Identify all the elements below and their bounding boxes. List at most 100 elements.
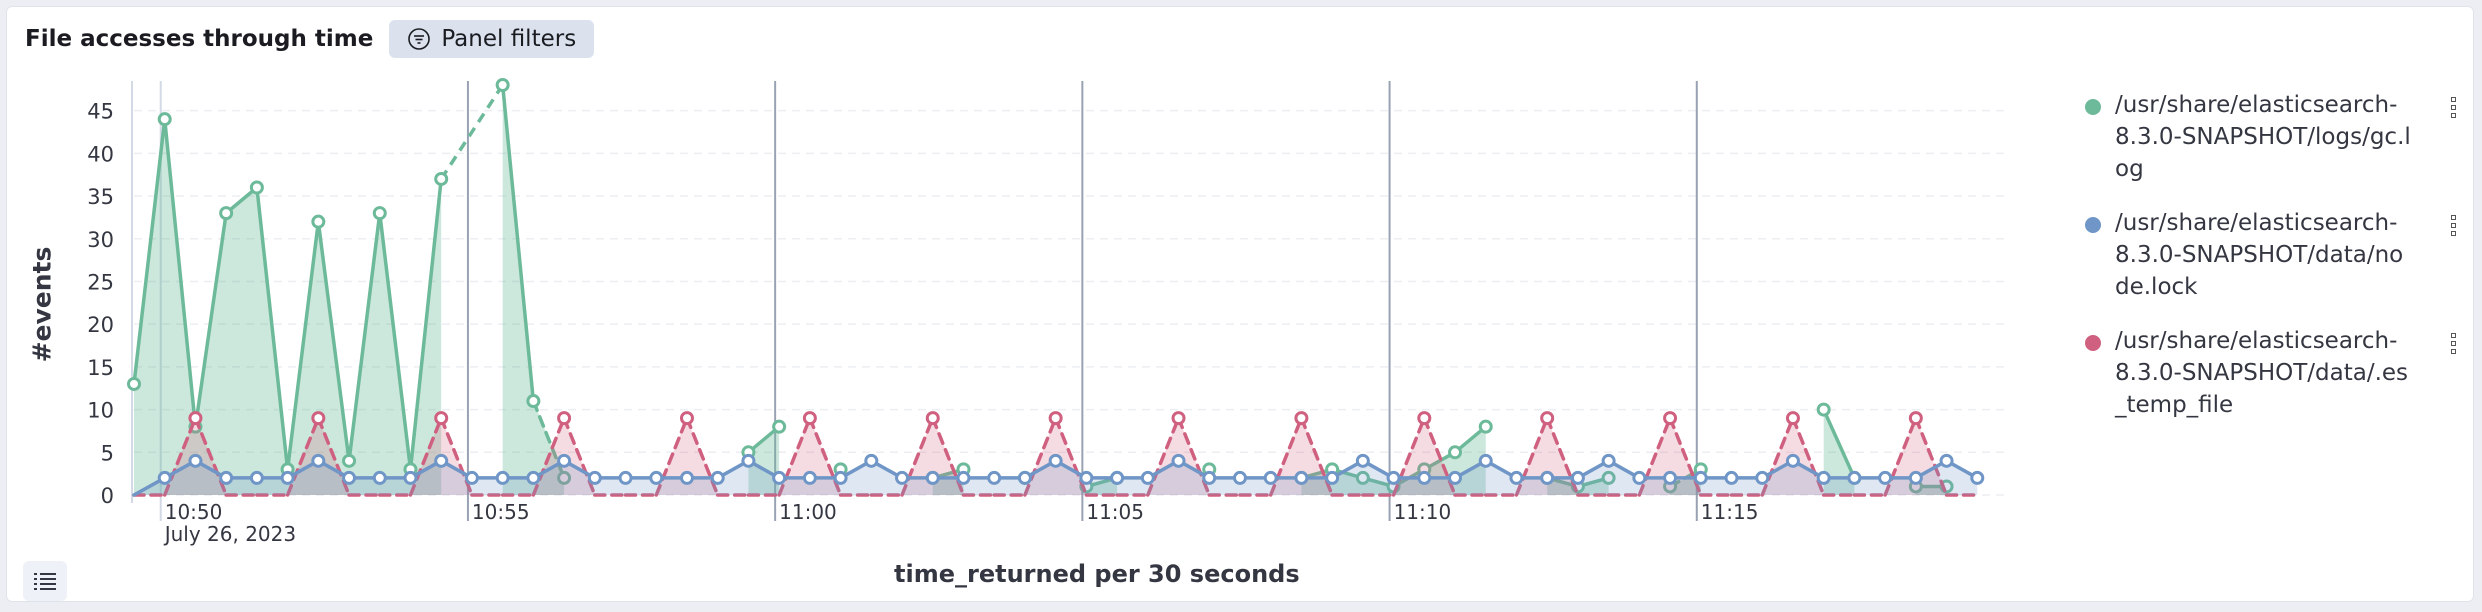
data-point <box>1232 470 1247 485</box>
y-tick-label: 30 <box>87 228 114 252</box>
y-tick-label: 40 <box>87 142 114 166</box>
chart-panel: File accesses through time Panel filters… <box>6 6 2474 602</box>
data-point <box>1448 470 1463 485</box>
legend-color-dot <box>2085 217 2101 233</box>
series-line-gap <box>439 84 505 180</box>
data-point <box>956 470 971 485</box>
legend-color-dot <box>2085 99 2101 115</box>
data-point <box>157 470 172 485</box>
data-point <box>833 470 848 485</box>
data-point <box>1478 419 1493 434</box>
data-point <box>1140 470 1155 485</box>
data-point <box>495 470 510 485</box>
data-point <box>1294 470 1309 485</box>
data-point <box>434 453 449 468</box>
series-line-segment <box>408 416 443 497</box>
data-point <box>1448 445 1463 460</box>
series-line-segment <box>1391 416 1427 497</box>
y-tick-label: 45 <box>87 100 114 124</box>
legend-label: /usr/share/elasticsearch-8.3.0-SNAPSHOT/… <box>2115 92 2411 182</box>
data-point <box>157 112 172 127</box>
y-tick-label: 0 <box>101 484 114 508</box>
data-point <box>649 470 664 485</box>
series-line-segment <box>1821 407 1857 480</box>
data-point <box>772 419 787 434</box>
data-point <box>557 453 572 468</box>
data-point <box>1417 411 1432 426</box>
y-tick-label: 10 <box>87 399 114 423</box>
data-point <box>1048 453 1063 468</box>
x-tick-label: 11:10 <box>1394 500 1452 524</box>
series-line-segment <box>378 211 413 472</box>
data-point <box>372 206 387 221</box>
series-line-segment <box>1883 416 1918 497</box>
data-point <box>1325 470 1340 485</box>
data-point <box>1355 453 1370 468</box>
data-point <box>342 470 357 485</box>
data-point <box>772 470 787 485</box>
list-icon <box>34 573 56 590</box>
data-point <box>495 78 510 92</box>
data-point <box>741 453 756 468</box>
series-line-segment <box>162 416 198 497</box>
series-line-segment <box>900 416 935 497</box>
series-line-segment <box>777 416 812 497</box>
data-point <box>188 411 203 426</box>
data-point <box>1048 411 1063 426</box>
data-point <box>1816 402 1831 417</box>
legend-item-gc-log[interactable]: /usr/share/elasticsearch-8.3.0-SNAPSHOT/… <box>2085 89 2465 185</box>
data-point <box>1079 470 1094 485</box>
data-point <box>372 470 387 485</box>
data-point <box>311 453 326 468</box>
series-line-segment <box>654 416 689 497</box>
legend-menu-icon[interactable] <box>2451 333 2457 357</box>
x-axis-label: time_returned per 30 seconds <box>894 560 1300 588</box>
series-area <box>134 460 1978 495</box>
data-point <box>1816 470 1831 485</box>
series-line-segment <box>1146 416 1181 497</box>
data-point <box>1785 411 1800 426</box>
data-point <box>1755 470 1770 485</box>
data-point <box>1110 470 1125 485</box>
data-point <box>342 453 357 468</box>
series-area <box>1823 409 1855 495</box>
data-point <box>925 411 940 426</box>
data-point <box>1663 411 1678 426</box>
series-line-segment <box>1637 416 1672 497</box>
data-point <box>895 470 910 485</box>
legend-menu-icon[interactable] <box>2451 215 2457 239</box>
x-tick-label: 11:15 <box>1701 500 1759 524</box>
panel-filters-button[interactable]: Panel filters <box>389 20 595 58</box>
data-point <box>587 470 602 485</box>
data-point <box>802 470 817 485</box>
data-point <box>802 411 817 426</box>
data-point <box>1294 411 1309 426</box>
series-area <box>502 85 565 495</box>
legend-item-node-lock[interactable]: /usr/share/elasticsearch-8.3.0-SNAPSHOT/… <box>2085 207 2465 303</box>
data-point <box>1785 453 1800 468</box>
data-point <box>249 470 264 485</box>
data-point <box>1386 470 1401 485</box>
data-point <box>1509 470 1524 485</box>
series-line-segment <box>255 185 290 472</box>
data-point <box>1970 470 1985 485</box>
data-point <box>1355 470 1370 485</box>
series-line-segment <box>162 117 198 429</box>
data-point <box>1693 470 1708 485</box>
data-point <box>403 470 418 485</box>
x-tick-label: 10:55 <box>472 500 530 524</box>
data-point <box>1202 470 1217 485</box>
data-point <box>710 470 725 485</box>
series-line-segment <box>1514 416 1549 497</box>
data-point <box>1171 453 1186 468</box>
series-line-segment <box>531 416 566 497</box>
data-point <box>1939 453 1954 468</box>
series-line-segment <box>1268 416 1304 497</box>
legend-toggle-button[interactable] <box>23 561 67 601</box>
y-tick-label: 15 <box>87 356 114 380</box>
data-point <box>219 470 234 485</box>
x-tick-label: 11:00 <box>779 500 837 524</box>
legend-item-es-temp-file[interactable]: /usr/share/elasticsearch-8.3.0-SNAPSHOT/… <box>2085 325 2465 421</box>
legend-menu-icon[interactable] <box>2451 97 2457 121</box>
